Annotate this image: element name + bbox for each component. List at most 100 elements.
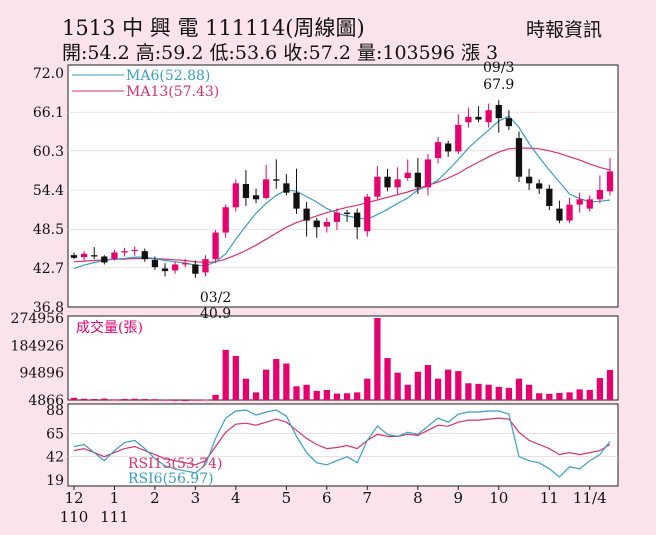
candle-body bbox=[101, 256, 108, 263]
candle-body bbox=[171, 264, 179, 271]
volume-tick-label: 184926 bbox=[11, 338, 65, 354]
volume-legend: 成交量(張) bbox=[76, 319, 143, 336]
x-tick-label: 8 bbox=[413, 489, 423, 507]
x-tick-label: 10 bbox=[489, 489, 508, 507]
candle-body bbox=[525, 176, 533, 184]
candle-body bbox=[91, 255, 98, 257]
candle-body bbox=[293, 192, 300, 209]
rsi-legend-label: RSI13(53.74) bbox=[128, 456, 222, 472]
candle-body bbox=[80, 253, 88, 258]
volume-bar bbox=[576, 389, 583, 400]
volume-bar bbox=[91, 399, 98, 401]
volume-bar bbox=[414, 371, 421, 400]
volume-bar bbox=[586, 389, 593, 400]
volume-bar bbox=[546, 393, 553, 400]
volume-bar bbox=[161, 399, 169, 401]
candle-body bbox=[606, 171, 614, 192]
volume-bar bbox=[111, 399, 118, 401]
volume-bar bbox=[141, 399, 148, 401]
chart-title: 1513 中 興 電 111114(周線圖) bbox=[62, 16, 365, 40]
x-tick-year-label: 111 bbox=[100, 508, 129, 526]
x-tick-label: 7 bbox=[363, 489, 373, 507]
volume-bar bbox=[151, 399, 159, 401]
candle-body bbox=[161, 268, 169, 272]
candle-body bbox=[303, 208, 310, 221]
candle-body bbox=[273, 179, 280, 181]
candle-body bbox=[232, 183, 239, 208]
ma-legend-label: MA13(57.43) bbox=[126, 84, 219, 100]
candle-body bbox=[151, 259, 159, 268]
volume-bar bbox=[212, 394, 219, 400]
rsi-line bbox=[73, 409, 611, 478]
x-tick-label: 9 bbox=[454, 489, 464, 507]
rsi-tick-label: 88 bbox=[46, 403, 64, 419]
x-tick-label: 12 bbox=[64, 489, 83, 507]
candle-body bbox=[222, 207, 229, 233]
x-tick-label: 11 bbox=[540, 489, 559, 507]
price-tick-label: 60.3 bbox=[33, 144, 64, 160]
price-tick-label: 48.5 bbox=[33, 222, 64, 238]
candle-body bbox=[495, 104, 502, 119]
candle-body bbox=[465, 116, 472, 123]
volume-bar bbox=[475, 383, 482, 400]
price-tick-label: 36.8 bbox=[33, 300, 64, 316]
candle-body bbox=[202, 259, 209, 273]
volume-bar bbox=[354, 392, 361, 400]
volume-bar bbox=[495, 386, 502, 400]
volume-bar bbox=[80, 398, 88, 400]
volume-bar bbox=[404, 384, 411, 400]
candle-body bbox=[546, 188, 553, 206]
volume-bar bbox=[566, 392, 573, 400]
volume-bar bbox=[485, 384, 492, 400]
volume-tick-label: 274956 bbox=[11, 311, 65, 327]
data-source: 時報資訊 bbox=[526, 19, 603, 41]
volume-bar bbox=[171, 399, 179, 401]
candle-body bbox=[384, 176, 391, 188]
candle-body bbox=[515, 138, 523, 177]
volume-bar bbox=[374, 318, 381, 400]
candle-body bbox=[111, 252, 118, 260]
volume-bar bbox=[131, 398, 138, 400]
candle-body bbox=[394, 179, 401, 188]
x-tick-year-label: 110 bbox=[60, 508, 89, 526]
candle-body bbox=[354, 212, 361, 228]
candle-body bbox=[364, 196, 371, 232]
volume-bar bbox=[313, 390, 320, 400]
candle-body bbox=[556, 208, 563, 221]
candle-body bbox=[212, 232, 219, 260]
volume-bar bbox=[121, 398, 128, 400]
volume-bar bbox=[455, 371, 462, 400]
volume-bar bbox=[556, 392, 563, 400]
volume-bar bbox=[596, 378, 604, 400]
volume-bar bbox=[303, 384, 310, 400]
volume-bar bbox=[434, 378, 442, 400]
ma-legend-label: MA6(52.88) bbox=[126, 68, 210, 84]
x-tick-label: 4 bbox=[231, 489, 241, 507]
volume-bar bbox=[384, 358, 391, 400]
volume-bar bbox=[343, 393, 351, 400]
rsi-legend-label: RSI6(56.97) bbox=[128, 471, 214, 487]
candle-body bbox=[445, 143, 452, 152]
candle-body bbox=[434, 142, 442, 159]
candle-body bbox=[566, 204, 573, 221]
volume-bar bbox=[283, 363, 290, 400]
volume-bar bbox=[424, 365, 432, 400]
trough-price-label: 40.9 bbox=[200, 306, 231, 322]
price-tick-label: 72.0 bbox=[33, 66, 64, 82]
peak-date-label: 09/3 bbox=[483, 60, 514, 76]
volume-bar bbox=[222, 349, 229, 400]
volume-bar bbox=[242, 378, 250, 400]
volume-tick-label: 4866 bbox=[28, 393, 64, 409]
candle-body bbox=[192, 264, 199, 274]
volume-bar bbox=[323, 389, 330, 400]
peak-price-label: 67.9 bbox=[483, 77, 514, 93]
x-tick-label: 11/4 bbox=[573, 489, 607, 507]
volume-bar bbox=[445, 369, 452, 400]
x-tick-label: 5 bbox=[282, 489, 292, 507]
candle-body bbox=[182, 263, 189, 265]
volume-bar bbox=[252, 392, 260, 400]
candle-body bbox=[263, 179, 270, 198]
candle-body bbox=[505, 118, 513, 127]
candle-body bbox=[70, 255, 78, 258]
